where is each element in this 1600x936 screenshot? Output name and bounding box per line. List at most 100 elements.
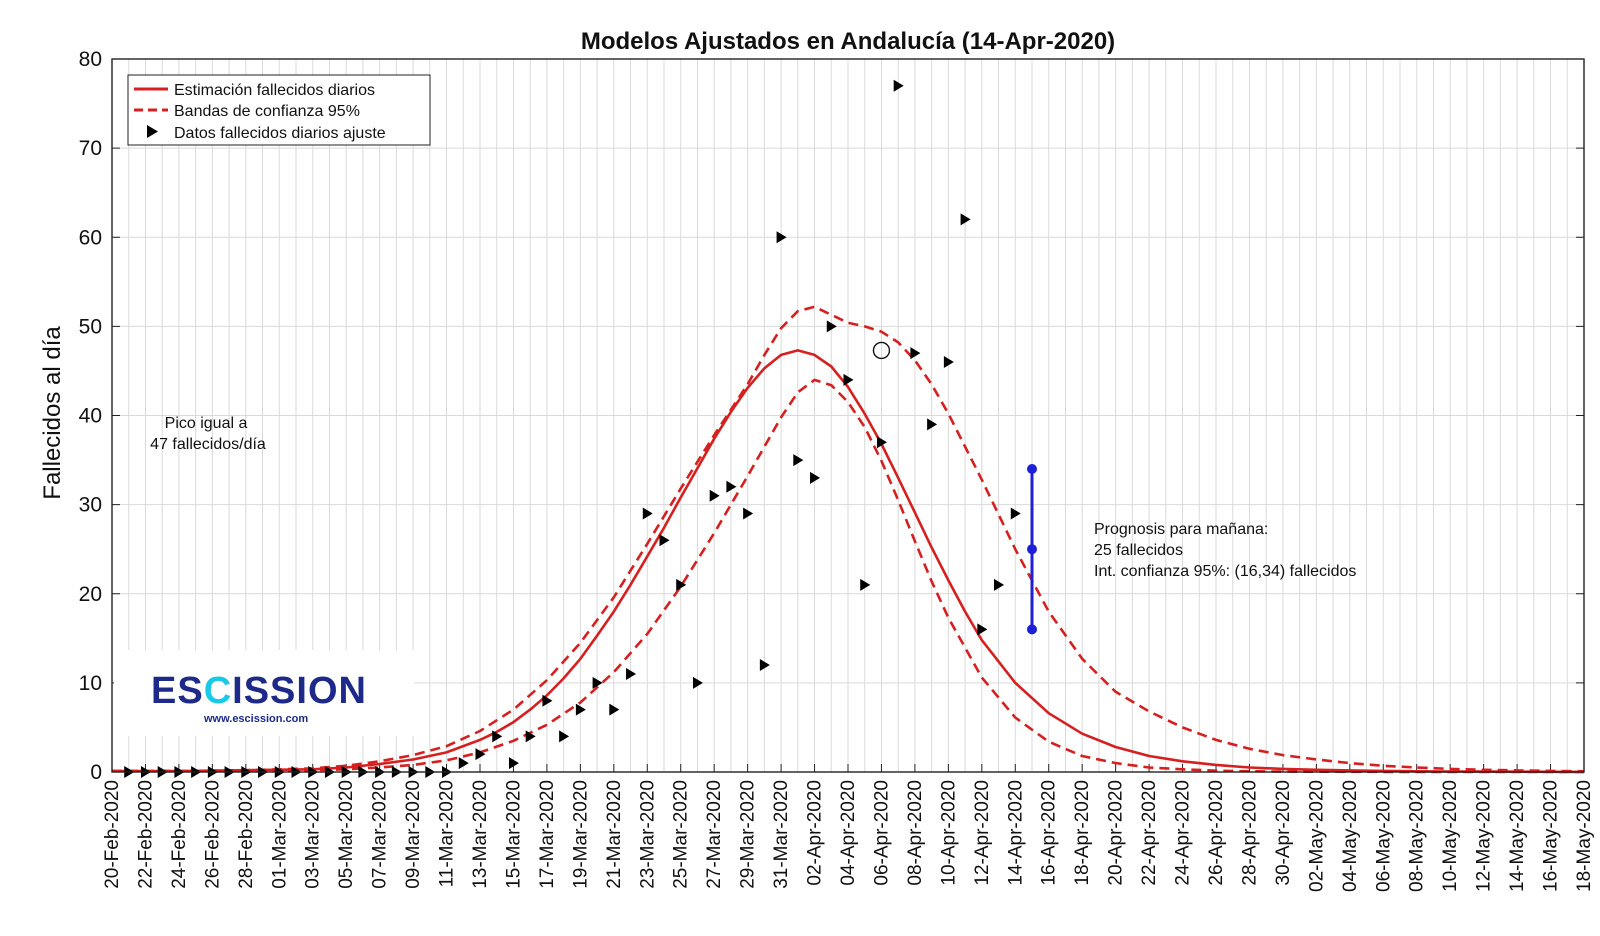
y-tick-label: 50: [79, 315, 102, 338]
legend-box: [127, 74, 431, 146]
x-axis-ticks: 20-Feb-2020 22-Feb-2020 24-Feb-2020 26-Feb-…: [102, 764, 1595, 892]
peak-marker: [872, 341, 891, 360]
data-point: [893, 79, 904, 92]
x-tick-label: 14-May-2020: [1507, 780, 1528, 892]
x-tick-label: 21-Mar-2020: [604, 780, 625, 889]
legend: Estimación fallecidos diarios Bandas de …: [127, 74, 431, 146]
data-point: [609, 703, 620, 716]
x-tick-label: 10-Apr-2020: [938, 780, 959, 886]
legend-swatch-triangle: [147, 125, 158, 138]
x-tick-label: 13-Mar-2020: [470, 780, 491, 889]
data-point: [876, 436, 887, 449]
logo-part2: C: [204, 670, 232, 712]
x-tick-label: 26-Feb-2020: [202, 780, 223, 889]
logo-background: [114, 650, 414, 736]
x-tick-label: 02-Apr-2020: [805, 780, 826, 886]
data-point: [559, 730, 570, 743]
forecast-interval: [1027, 463, 1037, 635]
data-point: [793, 454, 804, 467]
data-point: [508, 757, 519, 770]
x-tick-label: 28-Feb-2020: [236, 780, 257, 889]
x-tick-label: 11-Mar-2020: [437, 780, 458, 887]
x-tick-label: 20-Feb-2020: [102, 780, 123, 889]
chart-title: Modelos Ajustados en Andalucía (14-Apr-2…: [581, 28, 1115, 55]
x-tick-label: 26-Apr-2020: [1206, 780, 1227, 886]
x-tick-label: 10-May-2020: [1440, 780, 1461, 892]
forecast-annotation-line1: Prognosis para mañana:: [1094, 521, 1268, 538]
x-tick-label: 25-Mar-2020: [671, 780, 692, 889]
data-point: [927, 418, 938, 431]
x-tick-label: 18-May-2020: [1574, 780, 1595, 892]
y-tick-label: 60: [79, 226, 102, 249]
plot-frame: [111, 58, 1585, 773]
data-point: [943, 356, 954, 369]
data-point: [676, 578, 687, 591]
forecast-estimate-point: [1027, 544, 1037, 555]
x-tick-label: 22-Apr-2020: [1139, 780, 1160, 886]
y-tick-label: 30: [79, 494, 102, 517]
y-tick-label: 0: [90, 761, 102, 784]
data-point: [592, 676, 603, 689]
x-tick-label: 23-Mar-2020: [637, 780, 658, 889]
data-point: [910, 347, 921, 360]
x-tick-label: 16-May-2020: [1541, 780, 1562, 892]
data-point: [1010, 507, 1021, 520]
data-point: [492, 730, 503, 743]
forecast-lower-point: [1027, 624, 1037, 635]
y-axis-label: Fallecidos al día: [39, 326, 66, 500]
data-point: [642, 507, 653, 520]
logo-part3: ISSION: [232, 670, 367, 712]
data-point: [826, 320, 837, 333]
logo-wordmark: ESCISSION: [151, 670, 367, 712]
horizontal-gridlines: [112, 147, 1584, 684]
forecast-annotation-line2: 25 fallecidos: [1094, 542, 1183, 559]
x-tick-label: 08-Apr-2020: [905, 780, 926, 886]
data-point: [810, 471, 821, 484]
x-tick-label: 29-Mar-2020: [738, 780, 759, 889]
data-point: [458, 757, 469, 770]
data-point: [626, 667, 637, 680]
x-tick-label: 06-Apr-2020: [871, 780, 892, 886]
series-line-upper-band: [112, 305, 1585, 773]
peak-annotation-line2: 47 fallecidos/día: [150, 436, 266, 453]
data-point: [776, 231, 787, 244]
x-tick-label: 16-Apr-2020: [1039, 780, 1060, 886]
x-tick-label: 12-Apr-2020: [972, 780, 993, 886]
x-tick-label: 28-Apr-2020: [1239, 780, 1260, 886]
x-tick-label: 12-May-2020: [1474, 780, 1495, 892]
data-point: [525, 730, 536, 743]
x-tick-label: 08-May-2020: [1407, 780, 1428, 892]
data-point: [659, 534, 670, 547]
x-tick-label: 22-Feb-2020: [135, 780, 156, 889]
x-tick-label: 09-Mar-2020: [403, 780, 424, 889]
x-tick-label: 24-Apr-2020: [1173, 780, 1194, 886]
x-tick-label: 24-Feb-2020: [169, 780, 190, 889]
x-tick-label: 01-Mar-2020: [269, 780, 290, 889]
x-tick-label: 30-Apr-2020: [1273, 780, 1294, 886]
x-tick-label: 18-Apr-2020: [1072, 780, 1093, 886]
escission-logo: ESCISSION www.escission.com: [114, 650, 414, 736]
x-tick-label: 03-Mar-2020: [303, 780, 324, 889]
x-tick-label: 27-Mar-2020: [704, 780, 725, 889]
x-tick-label: 14-Apr-2020: [1005, 780, 1026, 886]
legend-entry-estimate: Estimación fallecidos diarios: [174, 82, 375, 99]
logo-part1: ES: [151, 670, 204, 712]
data-point: [977, 623, 988, 636]
peak-annotation-line1: Pico igual a: [165, 415, 248, 432]
series-line-estimate: [112, 349, 1585, 774]
x-tick-label: 15-Mar-2020: [503, 780, 524, 889]
data-point: [843, 373, 854, 386]
forecast-upper-point: [1027, 463, 1037, 474]
y-tick-label: 40: [79, 405, 102, 428]
forecast-annotation-line3: Int. confianza 95%: (16,34) fallecidos: [1094, 563, 1356, 580]
x-tick-label: 07-Mar-2020: [370, 780, 391, 889]
data-point: [542, 694, 553, 707]
x-tick-label: 06-May-2020: [1373, 780, 1394, 892]
data-point: [743, 507, 754, 520]
logo-url: www.escission.com: [203, 713, 308, 725]
x-tick-label: 04-May-2020: [1340, 780, 1361, 892]
y-tick-label: 20: [79, 583, 102, 606]
x-tick-label: 31-Mar-2020: [771, 780, 792, 889]
data-point: [692, 676, 703, 689]
